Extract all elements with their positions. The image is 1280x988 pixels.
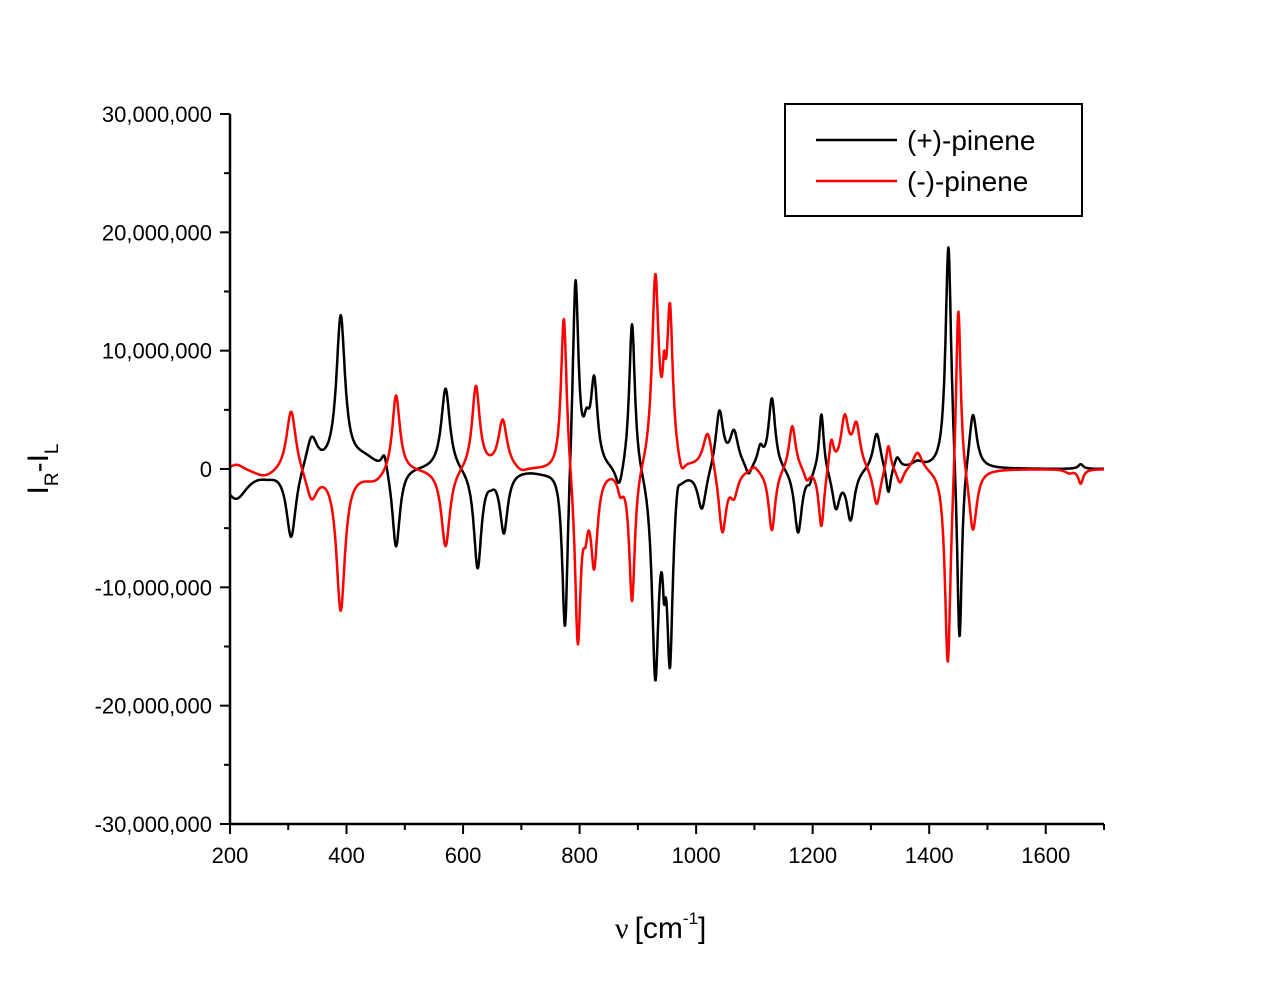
x-axis-unit-sup: -1 [683,909,698,928]
series-plus-pinene-line [230,246,1104,682]
y-tick-label: -30,000,000 [95,812,212,837]
x-tick-label: 800 [561,843,598,868]
x-tick-label: 1600 [1021,843,1070,868]
series-layer [230,246,1104,682]
axes: 200 400 600 800 1000 1200 1400 1600 30,000,000 20… [95,102,1105,868]
y-axis-dash: - [22,462,55,472]
y-tick-label: 0 [200,457,212,482]
y-tick-label: 30,000,000 [102,102,212,127]
x-tick-label: 1200 [788,843,837,868]
y-tick-label: -10,000,000 [95,575,212,600]
legend-label-minus-pinene: (-)-pinene [907,166,1028,197]
x-axis-unit-close: ] [698,912,706,945]
x-tick-label: 1400 [905,843,954,868]
x-tick-label: 400 [328,843,365,868]
y-tick-label: 10,000,000 [102,339,212,364]
legend-label-plus-pinene: (+)-pinene [907,125,1035,156]
y-axis-main2: I [22,454,55,462]
series-minus-pinene-line [230,272,1104,663]
x-axis-symbol: ν [615,912,629,945]
x-tick-label: 1000 [672,843,721,868]
legend-box [784,103,1083,217]
y-axis-sub1: R [42,472,63,486]
y-tick-label: 20,000,000 [102,220,212,245]
x-tick-label: 200 [212,843,249,868]
y-axis-title: IR-IL [22,444,63,495]
x-tick-label: 600 [445,843,482,868]
x-axis-unit-open: [cm [635,912,683,945]
legend: (+)-pinene (-)-pinene [784,103,1083,217]
x-axis-title: ν [cm-1] [615,909,706,945]
y-tick-label: -20,000,000 [95,694,212,719]
svg-text:IR-IL: IR-IL [22,444,63,495]
y-axis-sub2: L [42,444,63,455]
y-axis-main1: I [22,486,55,494]
